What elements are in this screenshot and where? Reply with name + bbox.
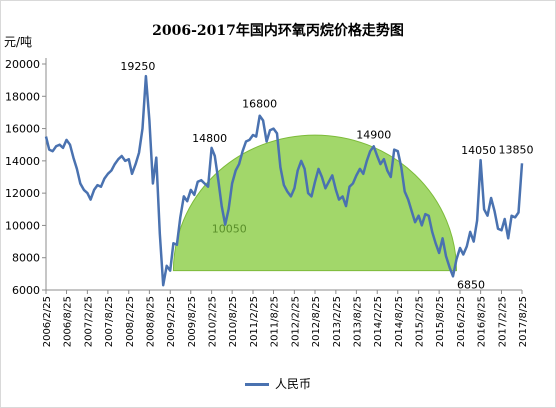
x-tick-label: 2016/8/25 (477, 296, 488, 347)
x-tick-label: 2013/8/25 (352, 296, 363, 347)
x-tick-label: 2010/8/25 (228, 296, 239, 347)
data-label: 6850 (457, 278, 485, 291)
data-label: 10050 (212, 223, 247, 236)
x-tick-label: 2014/2/25 (373, 296, 384, 347)
x-tick-label: 2008/2/25 (125, 296, 136, 347)
legend-swatch (244, 383, 269, 386)
x-tick-label: 2006/8/25 (63, 296, 74, 347)
legend: 人民币 (0, 375, 556, 392)
x-tick-label: 2009/8/25 (187, 296, 198, 347)
x-tick-label: 2008/8/25 (145, 296, 156, 347)
x-tick-label: 2017/8/25 (518, 296, 529, 347)
y-tick-label: 14000 (5, 155, 40, 168)
y-tick-label: 12000 (5, 187, 40, 200)
x-tick-label: 2012/8/25 (311, 296, 322, 347)
series-line (44, 74, 524, 287)
data-label: 19250 (120, 60, 155, 73)
x-tick-label: 2007/2/25 (83, 296, 94, 347)
data-label: 14050 (461, 144, 496, 157)
y-tick-label: 20000 (5, 58, 40, 71)
x-tick-label: 2013/2/25 (332, 296, 343, 347)
x-tick-label: 2015/8/25 (435, 296, 446, 347)
legend-label: 人民币 (274, 377, 311, 391)
x-tick-label: 2016/2/25 (456, 296, 467, 347)
x-tick-label: 2006/2/25 (42, 296, 53, 347)
x-tick-label: 2009/2/25 (166, 296, 177, 347)
y-axis-unit-label: 元/吨 (4, 35, 33, 49)
y-tick-label: 6000 (12, 284, 40, 297)
x-tick-label: 2007/8/25 (104, 296, 115, 347)
data-label: 14800 (192, 132, 227, 145)
y-tick-label: 18000 (5, 90, 40, 103)
x-tick-label: 2011/2/25 (249, 296, 260, 347)
x-tick-label: 2015/2/25 (415, 296, 426, 347)
chart-title: 2006-2017年国内环氧丙烷价格走势图 (152, 23, 404, 39)
x-tick-label: 2011/8/25 (270, 296, 281, 347)
x-tick-label: 2010/2/25 (208, 296, 219, 347)
y-tick-label: 8000 (12, 252, 40, 265)
data-label: 16800 (242, 98, 277, 111)
x-tick-label: 2017/2/25 (497, 296, 508, 347)
y-tick-label: 10000 (5, 219, 40, 232)
data-label: 14900 (356, 128, 391, 141)
x-tick-label: 2014/8/25 (394, 296, 405, 347)
y-tick-label: 16000 (5, 123, 40, 136)
x-tick-label: 2012/2/25 (290, 296, 301, 347)
data-label: 13850 (499, 143, 534, 156)
